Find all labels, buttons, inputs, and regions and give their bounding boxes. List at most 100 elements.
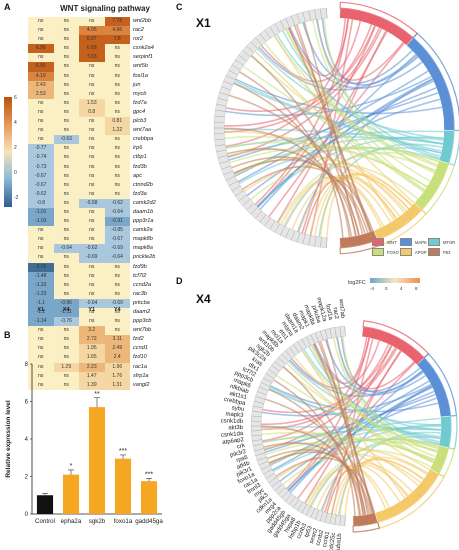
chord-ribbon (331, 338, 374, 515)
heatmap-cell: -1.23 (28, 289, 54, 299)
gene-label: sybu (231, 405, 244, 413)
heatmap-cell: ns (53, 344, 79, 354)
chord-ribbon (260, 20, 362, 83)
heatmap-cell: ns (79, 262, 105, 272)
gene-tick (319, 511, 324, 522)
heatmap-cell: -0.67 (104, 235, 130, 245)
heatmap-cell: -0.69 (79, 253, 105, 263)
heatmap-cell: ns (53, 271, 79, 281)
heatmap-column-label: Y1 (88, 307, 96, 313)
legend-swatch (428, 238, 440, 246)
chord-ribbon (304, 441, 439, 505)
legend-item: MTOR (428, 238, 455, 246)
heatmap-gene-label: ctnnd2b (133, 181, 153, 188)
gene-tick (289, 496, 296, 505)
color-scale-tick: 4 (14, 120, 17, 126)
gene-tick (258, 461, 269, 466)
chord-ribbon (301, 349, 406, 499)
heatmap-cell: -0.62 (104, 198, 130, 208)
chord-ribbon (287, 423, 442, 491)
heatmap-row: 4.19 ns ns ns fosl1a (28, 71, 173, 81)
legend-item: WNT (372, 238, 397, 246)
heatmap-cell: ns (53, 89, 79, 99)
chord-ribbon (275, 457, 372, 514)
heatmap-row: ns ns 7.03 ns serpinf1 (28, 53, 173, 63)
gene-tick (268, 369, 277, 376)
heatmap-cell: 2.53 (28, 89, 54, 99)
heatmap-cell: 3.2 (79, 326, 105, 336)
chord-ribbon (309, 465, 390, 508)
heatmap-cell: 1.39 (79, 380, 105, 390)
heatmap-gene-label: fosl1a (133, 72, 148, 79)
color-scale-tick: 0 (14, 170, 17, 176)
heatmap-cell: ns (53, 35, 79, 45)
heatmap-cell: ns (28, 17, 54, 27)
gene-tick (217, 97, 228, 101)
gene-tick (302, 12, 306, 22)
gene-tick (291, 230, 295, 241)
gene-tick (277, 357, 286, 365)
legend-swatch (400, 248, 412, 256)
gene-tick (285, 493, 293, 502)
y-tick-label: 4 (25, 437, 29, 443)
panel-a-letter: A (4, 2, 11, 12)
gene-tick (251, 415, 262, 418)
heatmap-cell: 7.78 (104, 17, 130, 27)
heatmap-cell: ns (28, 353, 54, 363)
heatmap-cell: ns (79, 153, 105, 163)
heatmap-gene-label: rac2 (133, 27, 144, 34)
heatmap-cell: ns (28, 244, 54, 254)
heatmap-cell: ns (79, 162, 105, 172)
heatmap-cell: ns (53, 144, 79, 154)
heatmap-cell: 1.65 (79, 353, 105, 363)
gene-ring (250, 325, 346, 527)
gene-tick (320, 237, 322, 248)
heatmap-cell: ns (53, 235, 79, 245)
heatmap-cell: ns (53, 62, 79, 72)
chord-ribbon (319, 341, 364, 516)
gene-tick (310, 334, 315, 344)
heatmap-row: ns ns 4.05 4.96 rac2 (28, 26, 173, 36)
gene-tick (334, 327, 337, 338)
heatmap-cell: ns (104, 262, 130, 272)
heatmap-row: 6.90 ns ns ns wnt5b (28, 62, 173, 72)
gene-tick (291, 15, 295, 26)
gene-tick (259, 214, 267, 223)
heatmap-cell: ns (79, 80, 105, 90)
heatmap-cell: -0.69 (104, 298, 130, 308)
heatmap-row: -1.48 ns ns ns tcf7l2 (28, 271, 173, 281)
x-tick-label: epha2a (61, 518, 82, 525)
gene-tick (231, 64, 241, 71)
gene-tick (319, 330, 324, 341)
legend-swatch (400, 238, 412, 246)
heatmap-row: ns ns ns -0.67 mapk8b (28, 235, 173, 245)
heatmap-cell: ns (53, 171, 79, 181)
heatmap-cell: -1.1 (28, 298, 54, 308)
gene-tick (223, 80, 233, 86)
heatmap-cell: -1.33 (28, 280, 54, 290)
gene-tick (280, 226, 285, 236)
gene-tick (305, 336, 311, 346)
heatmap-cell: ns (79, 180, 105, 190)
heatmap-cell: -0.62 (28, 189, 54, 199)
heatmap-cell: ns (79, 308, 105, 318)
y-tick-label: 2 (25, 475, 29, 481)
heatmap-cell: 1.76 (104, 371, 130, 381)
gene-tick (231, 185, 241, 192)
heatmap-gene-label: prickle2b (133, 254, 156, 261)
chord-ribbon (303, 348, 441, 431)
chord-diagram-x1 (213, 1, 459, 255)
chord-x4-label: X4 (196, 292, 211, 306)
heatmap-gene-label: fzd9b (133, 263, 147, 270)
gene-tick (296, 232, 301, 243)
heatmap-cell: ns (79, 171, 105, 181)
heatmap-color-scale: 6 4 2 0 -2 (2, 95, 20, 207)
heatmap-cell: ns (53, 107, 79, 118)
heatmap-gene-label: ctbp1 (133, 154, 147, 161)
heatmap-cell: 2.4 (104, 353, 130, 363)
heatmap-cell: ns (79, 17, 105, 27)
gene-tick (281, 353, 289, 362)
heatmap-cell: ns (53, 153, 79, 163)
chord-ribbon (233, 82, 442, 154)
heatmap-row: -2.06 ns ns ns fzd9b (28, 262, 173, 272)
